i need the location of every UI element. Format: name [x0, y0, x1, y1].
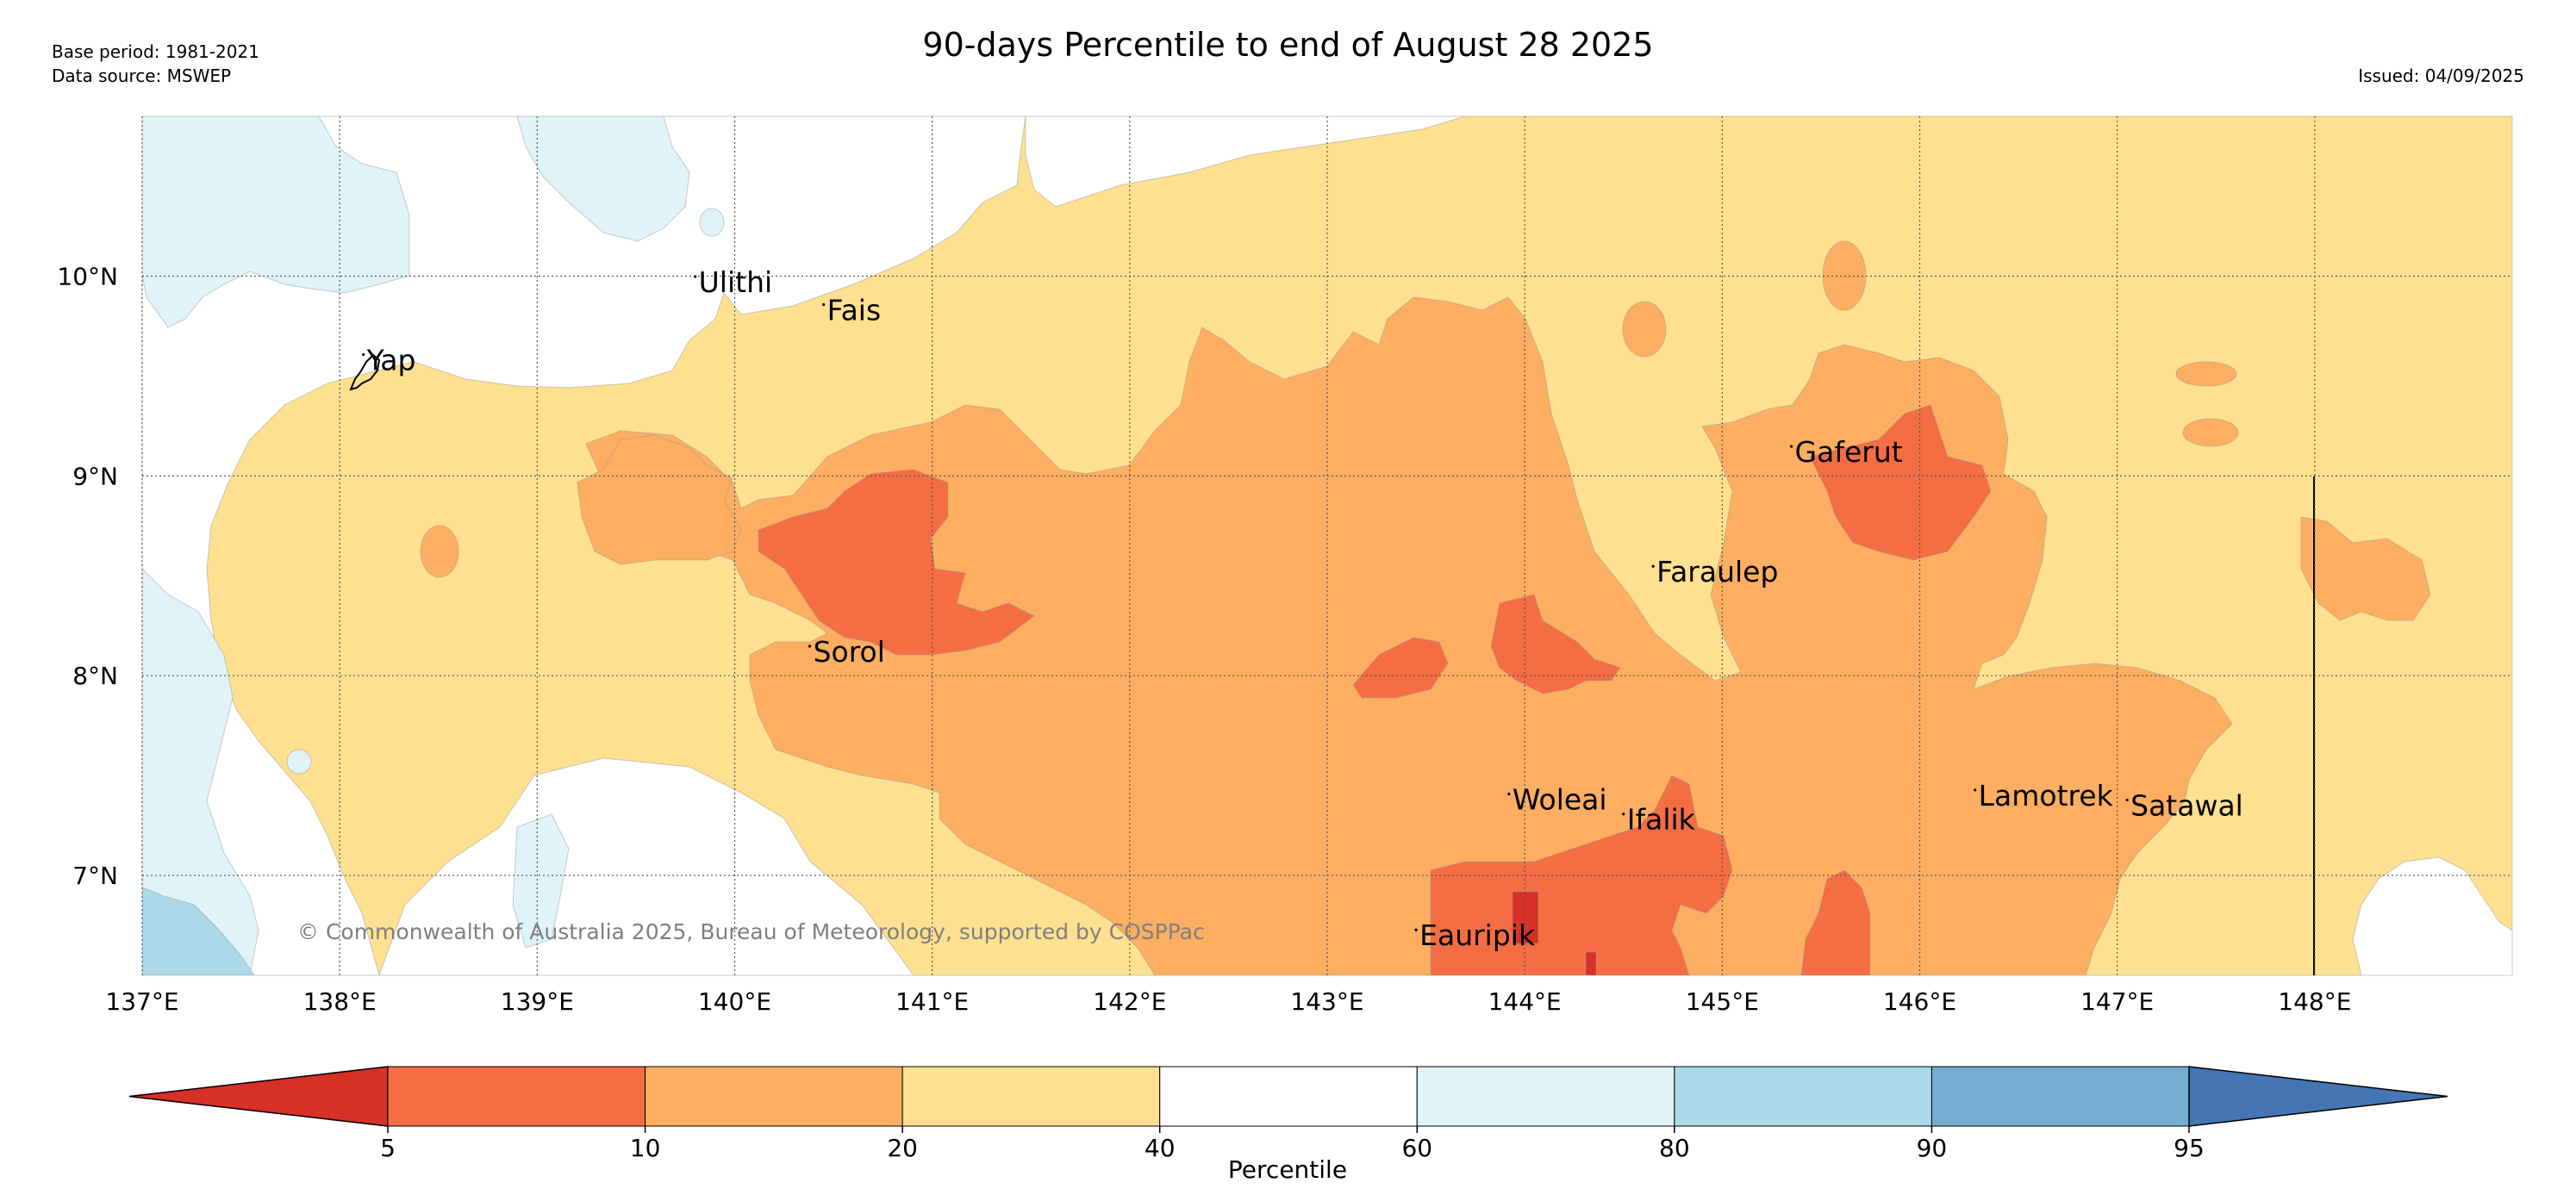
place-label: Yap	[366, 343, 416, 377]
field-10-20-island	[420, 525, 459, 578]
longitude-tick-label: 140°E	[698, 987, 771, 1016]
colorbar-extend-low	[128, 1066, 389, 1127]
map-area: Ulithi Fais Yap Gaferut Faraulep Sorol Woleai I…	[141, 115, 2513, 976]
map-title: 90-days Percentile to end of August 28 2…	[922, 26, 1654, 64]
island-marker	[822, 302, 826, 307]
longitude-tick-label: 148°E	[2278, 987, 2351, 1016]
island-marker	[694, 275, 697, 278]
gridlines	[141, 116, 2512, 975]
place-label: Eauripik	[1419, 918, 1536, 952]
place-label: Ulithi	[699, 265, 773, 299]
latitude-tick-label: 9°N	[72, 462, 118, 490]
colorbar-bin	[645, 1066, 903, 1127]
colorbar-tick-label: 90	[1917, 1134, 1948, 1162]
island-marker	[1974, 788, 1977, 792]
field-below-5-south	[1512, 891, 1539, 944]
field-10-20-northwest	[577, 434, 742, 565]
colorbar-tick-label: 10	[630, 1134, 661, 1162]
place-label: Satawal	[2130, 789, 2243, 823]
field-5-10-west-center	[1352, 637, 1449, 699]
place-label: Woleai	[1513, 783, 1607, 817]
longitude-tick-label: 147°E	[2080, 987, 2154, 1016]
base-period-text: Base period: 1981-2021	[52, 41, 259, 62]
field-10-20-ne3	[2182, 418, 2239, 447]
field-5-10-center	[1490, 594, 1621, 694]
longitude-tick-label: 144°E	[1488, 987, 1562, 1016]
field-60-80-dot	[286, 749, 312, 775]
longitude-tick-label: 138°E	[303, 987, 377, 1016]
copyright-text: © Commonwealth of Australia 2025, Bureau…	[297, 919, 1205, 944]
island-marker	[808, 644, 812, 648]
colorbar-tick-label: 80	[1659, 1134, 1690, 1162]
field-5-10-sorol	[758, 469, 1035, 656]
colorbar-tick-label: 95	[2174, 1134, 2205, 1162]
field-60-80-south	[512, 813, 570, 949]
field-40-60-north	[1025, 116, 1466, 208]
colorbar-bin	[1930, 1066, 2190, 1127]
colorbar-bin	[387, 1066, 646, 1127]
field-10-20-ne2	[2175, 361, 2237, 387]
field-40-60-south	[378, 757, 914, 975]
field-5-10-southeast	[1800, 869, 1871, 975]
place-label: Sorol	[814, 635, 885, 669]
latitude-tick-label: 10°N	[57, 262, 118, 290]
latitude-labels: 10°N 9°N 8°N 7°N	[57, 262, 118, 890]
field-5-10-gaferut	[1809, 404, 1992, 561]
field-60-80-west-strip	[142, 568, 259, 975]
issued-date-text: Issued: 04/09/2025	[2358, 65, 2524, 86]
field-40-60-west	[142, 116, 1026, 975]
longitude-tick-label: 137°E	[105, 987, 178, 1016]
longitude-tick-label: 146°E	[1883, 987, 1956, 1016]
longitude-tick-label: 143°E	[1290, 987, 1363, 1016]
place-label: Gaferut	[1795, 435, 1903, 469]
field-80-90-southwest	[142, 887, 255, 975]
longitude-tick-label: 145°E	[1686, 987, 1759, 1016]
longitude-labels: 137°E 138°E 139°E 140°E 141°E 142°E 143°E 144°E…	[105, 987, 2351, 1016]
field-10-20-east-blob	[2300, 516, 2431, 621]
island-marker	[2125, 798, 2129, 802]
place-label: Ifalik	[1627, 803, 1696, 837]
place-labels: Ulithi Fais Yap Gaferut Faraulep Sorol Woleai I…	[362, 265, 2243, 952]
longitude-tick-label: 139°E	[501, 987, 574, 1016]
colorbar-tick-label: 20	[887, 1134, 918, 1162]
yap-island-outline	[349, 353, 381, 391]
island-marker	[1622, 812, 1625, 816]
island-marker	[362, 352, 365, 357]
latitude-tick-label: 7°N	[72, 862, 118, 890]
island-marker	[1651, 564, 1655, 568]
field-60-80-northwest	[142, 116, 410, 328]
place-label: Fais	[827, 293, 882, 327]
field-10-20-ne4	[1622, 301, 1667, 358]
colorbar-bin	[1674, 1066, 1932, 1127]
colorbar-label: Percentile	[1228, 1155, 1347, 1184]
island-marker	[1414, 928, 1418, 931]
island-marker	[1789, 445, 1793, 448]
colorbar-extend-high	[2188, 1066, 2448, 1127]
colorbar-tick-label: 5	[380, 1134, 396, 1162]
field-60-80-dot2	[699, 208, 725, 237]
colorbar-bin	[901, 1066, 1161, 1127]
place-label: Faraulep	[1656, 555, 1778, 588]
colorbar-tick-label: 40	[1145, 1134, 1176, 1162]
longitude-tick-label: 141°E	[895, 987, 969, 1016]
field-below-5-south2	[1585, 951, 1597, 975]
data-source-text: Data source: MSWEP	[52, 65, 232, 86]
field-60-80-ulithi	[516, 116, 690, 242]
latitude-tick-label: 8°N	[72, 662, 118, 690]
longitude-tick-label: 142°E	[1093, 987, 1166, 1016]
colorbar-bin	[1159, 1066, 1418, 1127]
colorbar-bin	[1416, 1066, 1675, 1127]
colorbar: 5 10 20 40 60 80 90 95	[128, 1066, 2448, 1162]
colorbar-tick-label: 60	[1401, 1134, 1432, 1162]
place-label: Lamotrek	[1979, 779, 2114, 812]
island-marker	[1507, 792, 1511, 796]
field-40-60-east	[2352, 856, 2512, 975]
